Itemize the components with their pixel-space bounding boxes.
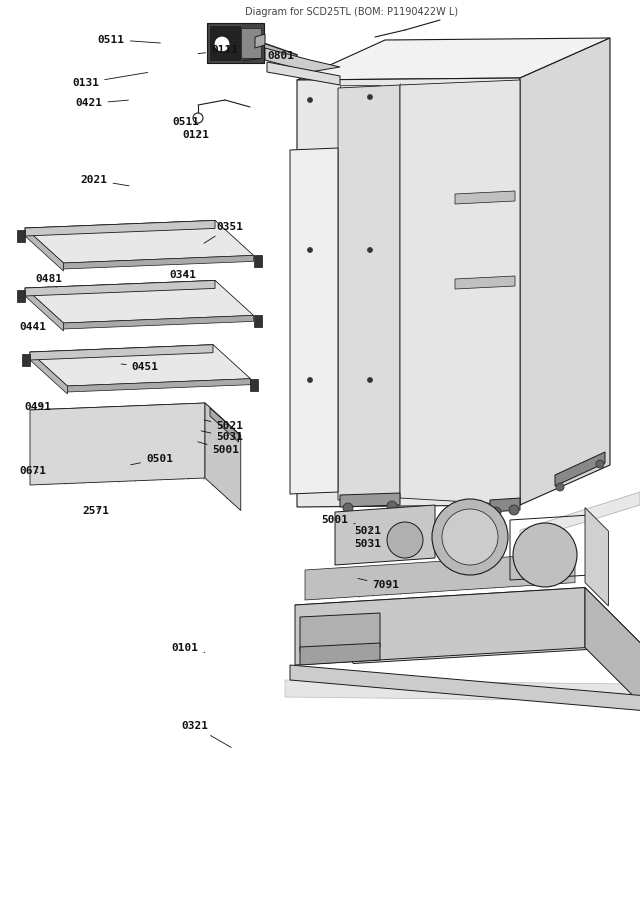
Polygon shape <box>17 230 25 242</box>
Polygon shape <box>340 493 400 507</box>
Polygon shape <box>253 315 262 328</box>
Polygon shape <box>490 498 520 512</box>
Polygon shape <box>585 588 640 706</box>
Circle shape <box>387 501 397 511</box>
Text: 0131: 0131 <box>72 73 148 88</box>
Polygon shape <box>63 256 253 269</box>
Text: 0101: 0101 <box>172 643 205 653</box>
Polygon shape <box>25 288 63 331</box>
Circle shape <box>556 483 564 491</box>
Text: 0671: 0671 <box>19 465 46 476</box>
Circle shape <box>367 94 372 100</box>
Circle shape <box>596 460 604 468</box>
Polygon shape <box>63 315 253 329</box>
Circle shape <box>214 36 230 52</box>
Text: 0801: 0801 <box>243 50 294 61</box>
Polygon shape <box>30 403 205 485</box>
Text: 5031: 5031 <box>354 538 381 549</box>
Polygon shape <box>25 281 215 296</box>
Circle shape <box>387 522 423 558</box>
Polygon shape <box>255 34 265 48</box>
Circle shape <box>367 248 372 253</box>
Polygon shape <box>520 38 610 505</box>
Text: Diagram for SCD25TL (BOM: P1190422W L): Diagram for SCD25TL (BOM: P1190422W L) <box>245 7 459 17</box>
Circle shape <box>343 503 353 513</box>
Polygon shape <box>25 220 215 236</box>
Circle shape <box>442 509 498 565</box>
Text: 0341: 0341 <box>170 270 196 281</box>
Polygon shape <box>455 191 515 204</box>
Polygon shape <box>30 345 250 386</box>
Text: 0511: 0511 <box>98 34 161 45</box>
Circle shape <box>432 499 508 575</box>
Polygon shape <box>290 148 338 494</box>
Text: 0481: 0481 <box>35 274 62 287</box>
Polygon shape <box>338 85 400 500</box>
Circle shape <box>193 113 203 123</box>
Text: 0121: 0121 <box>182 130 209 140</box>
Circle shape <box>307 248 312 253</box>
Polygon shape <box>555 452 605 486</box>
FancyBboxPatch shape <box>207 23 264 63</box>
Text: 5001: 5001 <box>321 515 355 526</box>
Text: 7091: 7091 <box>358 579 399 590</box>
Text: 0501: 0501 <box>131 454 173 464</box>
Polygon shape <box>265 48 340 72</box>
Circle shape <box>367 377 372 382</box>
Text: 5001: 5001 <box>198 442 239 455</box>
Circle shape <box>513 523 577 587</box>
Text: 0111: 0111 <box>198 45 238 56</box>
Polygon shape <box>30 345 213 360</box>
Polygon shape <box>250 379 259 391</box>
Polygon shape <box>205 403 241 510</box>
Polygon shape <box>340 85 380 500</box>
Text: 0321: 0321 <box>181 721 231 747</box>
Text: 0351: 0351 <box>204 221 243 243</box>
Polygon shape <box>335 505 435 565</box>
Polygon shape <box>290 665 640 711</box>
Polygon shape <box>455 276 515 289</box>
Text: 5021: 5021 <box>204 420 243 431</box>
Polygon shape <box>520 492 640 542</box>
Polygon shape <box>300 613 380 651</box>
Polygon shape <box>295 588 640 663</box>
Text: 5031: 5031 <box>201 431 243 443</box>
Polygon shape <box>25 281 253 323</box>
Polygon shape <box>253 256 262 267</box>
Polygon shape <box>210 408 239 442</box>
Polygon shape <box>295 588 585 665</box>
Polygon shape <box>30 403 241 443</box>
Polygon shape <box>263 43 297 67</box>
Text: 0511: 0511 <box>173 117 200 128</box>
Polygon shape <box>285 680 640 701</box>
Polygon shape <box>297 38 610 80</box>
Polygon shape <box>25 228 63 271</box>
Polygon shape <box>17 290 25 302</box>
Polygon shape <box>585 508 609 606</box>
Polygon shape <box>267 62 340 85</box>
Circle shape <box>307 97 312 103</box>
Text: 0451: 0451 <box>121 362 159 373</box>
Polygon shape <box>400 80 520 505</box>
Polygon shape <box>67 379 250 392</box>
Circle shape <box>491 507 501 517</box>
Polygon shape <box>25 220 253 263</box>
Text: 0491: 0491 <box>24 401 51 412</box>
Text: 2571: 2571 <box>82 506 109 517</box>
Circle shape <box>307 377 312 382</box>
Text: 0441: 0441 <box>19 321 46 332</box>
Circle shape <box>509 505 519 515</box>
Polygon shape <box>297 78 520 507</box>
FancyBboxPatch shape <box>241 28 261 58</box>
Polygon shape <box>30 352 67 394</box>
Text: 0421: 0421 <box>76 98 129 109</box>
Polygon shape <box>22 354 30 366</box>
Polygon shape <box>305 553 575 600</box>
Polygon shape <box>300 643 380 665</box>
Text: 2021: 2021 <box>81 175 129 185</box>
FancyBboxPatch shape <box>209 25 241 61</box>
Text: 5021: 5021 <box>354 526 381 536</box>
